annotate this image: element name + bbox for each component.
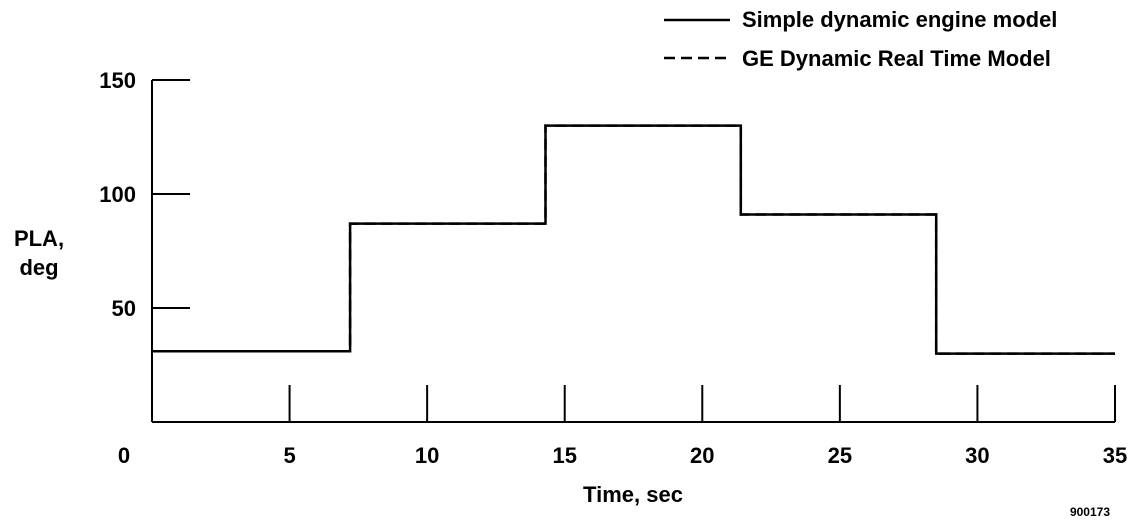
x-tick-label-5: 5	[283, 443, 295, 468]
y-axis-label-line2: deg	[19, 255, 58, 280]
series-layer	[152, 124, 1115, 355]
labels: Time, sec PLA, deg 900173 50 100 150 0 5 10 15…	[14, 68, 1127, 519]
legend-label-ge-real-time: GE Dynamic Real Time Model	[742, 46, 1051, 71]
ticks	[152, 79, 1116, 422]
legend: Simple dynamic engine model GE Dynamic R…	[664, 7, 1057, 71]
x-tick-label-25: 25	[828, 443, 852, 468]
x-tick-label-30: 30	[965, 443, 989, 468]
x-axis-label: Time, sec	[583, 482, 683, 507]
x-tick-label-35: 35	[1103, 443, 1127, 468]
x-tick-label-10: 10	[415, 443, 439, 468]
series-line-1	[152, 124, 1115, 355]
series-line-0	[152, 124, 1115, 355]
y-tick-label-150: 150	[99, 68, 136, 93]
figure-id: 900173	[1070, 505, 1110, 519]
x-tick-label-0: 0	[118, 443, 130, 468]
y-tick-label-100: 100	[99, 182, 136, 207]
legend-label-simple-dynamic: Simple dynamic engine model	[742, 7, 1057, 32]
y-axis-label-line1: PLA,	[14, 226, 64, 251]
axes	[151, 80, 1115, 423]
x-tick-label-20: 20	[690, 443, 714, 468]
y-tick-label-50: 50	[112, 296, 136, 321]
x-tick-label-15: 15	[552, 443, 576, 468]
